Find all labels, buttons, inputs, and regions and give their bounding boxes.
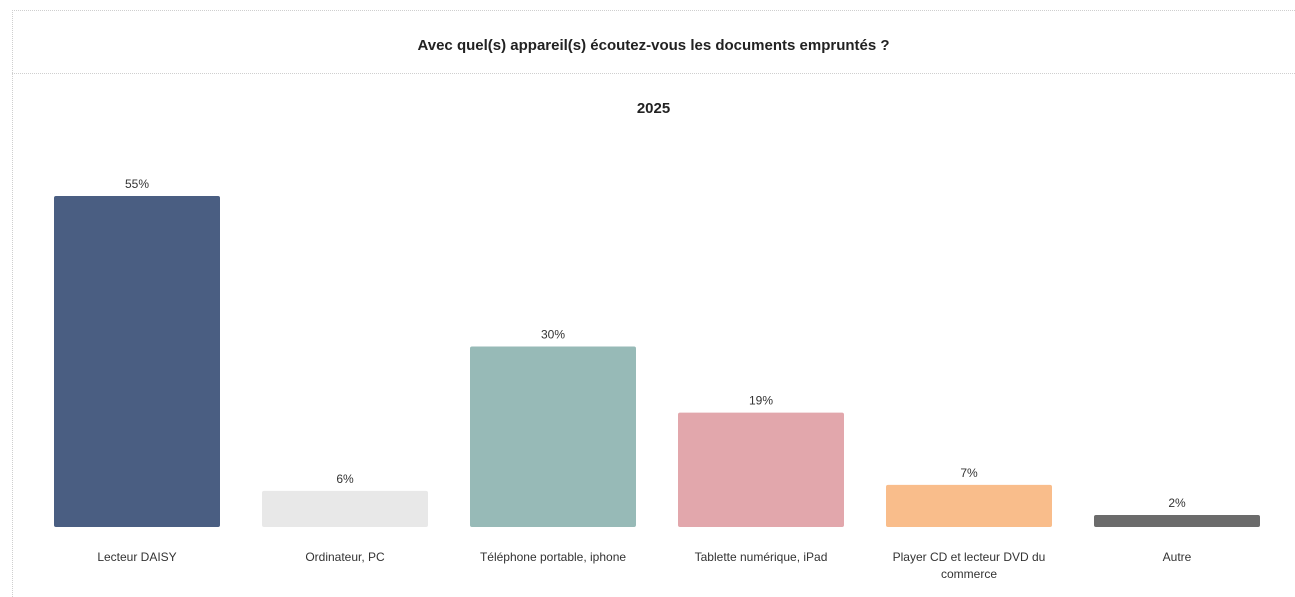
chart-subtitle: 2025 [636, 100, 671, 117]
data-label: 30% [541, 327, 565, 341]
bar [886, 484, 1052, 527]
bar [262, 490, 428, 527]
data-label: 19% [749, 394, 773, 408]
separator [12, 73, 1295, 74]
x-tick-label: Tablette numérique, iPad [694, 550, 828, 564]
x-tick-label: Autre [1162, 550, 1192, 564]
data-label: 6% [336, 472, 354, 486]
bar [1094, 514, 1260, 527]
data-label: 7% [960, 466, 978, 480]
panel [12, 10, 1295, 597]
chart-title: Avec quel(s) appareil(s) écoutez-vous le… [417, 37, 890, 54]
x-tick-label: Lecteur DAISY [97, 550, 177, 564]
x-tick-label: Player CD et lecteur DVD du commerce [892, 550, 1046, 581]
data-label: 2% [1168, 496, 1186, 510]
bar [678, 412, 844, 527]
x-tick-label: Ordinateur, PC [305, 550, 385, 564]
x-tick-label: Téléphone portable, iphone [479, 550, 627, 564]
bar [470, 346, 636, 527]
data-label: 55% [125, 177, 149, 191]
bar [54, 196, 220, 527]
